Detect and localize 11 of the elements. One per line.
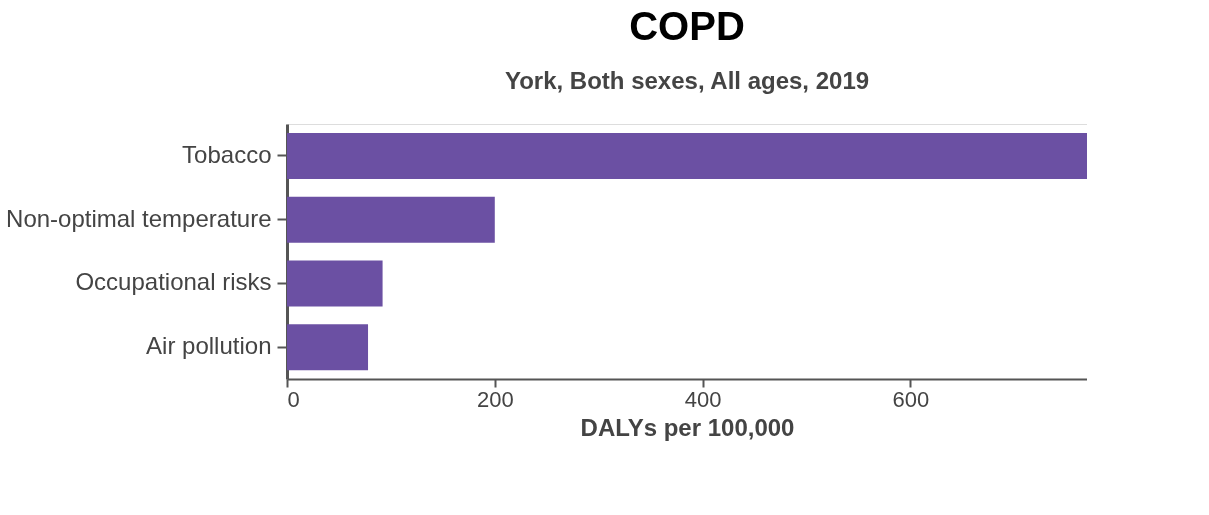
y-tick-label: Air pollution [146, 332, 272, 360]
x-axis-title: DALYs per 100,000 [580, 413, 795, 441]
chart-subtitle: York, Both sexes, All ages, 2019 [504, 67, 870, 94]
chart-title: COPD [629, 4, 745, 48]
x-tick-label: 200 [476, 386, 514, 412]
x-tick-label: 600 [892, 386, 930, 412]
y-tick-label: Occupational risks [75, 268, 272, 296]
x-tick-label: 0 [287, 386, 300, 412]
x-tick-label: 400 [684, 386, 722, 412]
y-tick-label: Tobacco [182, 140, 272, 168]
y-tick-label: Non-optimal temperature [6, 204, 272, 232]
